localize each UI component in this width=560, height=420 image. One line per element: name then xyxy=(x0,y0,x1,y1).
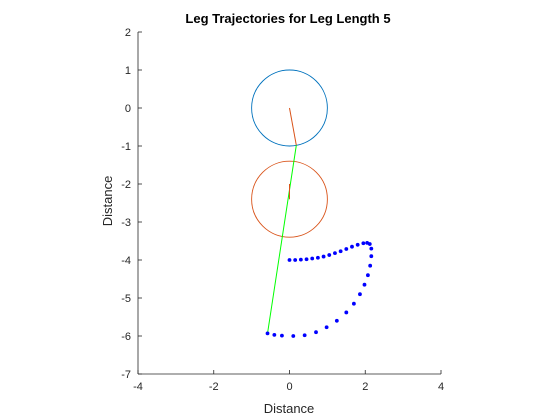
x-axis-label: Distance xyxy=(264,401,315,416)
y-tick-label: 0 xyxy=(125,103,131,115)
trajectory-point xyxy=(310,256,315,261)
plot-area xyxy=(251,69,374,338)
y-tick-label: -4 xyxy=(121,255,131,267)
link-crank xyxy=(289,107,297,146)
y-tick-label: -2 xyxy=(121,179,131,191)
trajectory-point xyxy=(361,241,366,246)
trajectory-point xyxy=(293,258,298,262)
y-tick-label: -7 xyxy=(121,369,131,381)
y-tick-label: 2 xyxy=(125,27,131,39)
trajectory-point xyxy=(351,301,356,306)
y-axis-label: Distance xyxy=(100,176,115,227)
trajectory-point xyxy=(304,257,309,262)
trajectory-point xyxy=(369,246,374,251)
y-tick-label: -1 xyxy=(121,141,131,153)
axes: -4 -2 0 2 4 2 1 0 -1 -2 -3 -4 -5 -6 -7 xyxy=(121,27,444,393)
trajectory-point xyxy=(362,282,367,287)
trajectory-point xyxy=(327,253,332,257)
y-tick-label: 1 xyxy=(125,65,131,77)
trajectory-point xyxy=(314,330,318,335)
trajectory-point xyxy=(367,242,372,246)
x-tick-label: -2 xyxy=(209,381,219,393)
trajectory-point xyxy=(287,258,292,262)
y-tick-label: -3 xyxy=(121,217,131,229)
circle-upper xyxy=(251,69,328,147)
trajectory-point xyxy=(280,333,284,338)
trajectory-point xyxy=(350,244,354,249)
x-tick-label: 2 xyxy=(362,381,368,393)
trajectory-point xyxy=(338,249,343,254)
trajectory-point xyxy=(366,273,370,278)
trajectory-point xyxy=(369,254,374,259)
trajectory-point xyxy=(265,331,270,336)
x-tick-label: -4 xyxy=(133,381,143,393)
circle-lower xyxy=(251,160,328,238)
trajectory-point xyxy=(291,334,296,338)
trajectory-point xyxy=(344,247,349,251)
trajectory-point xyxy=(302,333,307,338)
trajectory-point xyxy=(358,292,362,297)
y-tick-label: -5 xyxy=(121,293,131,305)
trajectory-point xyxy=(324,325,329,330)
trajectory-point xyxy=(344,310,349,315)
trajectory-point xyxy=(316,255,320,260)
y-tick-label: -6 xyxy=(121,331,131,343)
trajectory-point xyxy=(334,318,339,323)
link-leg xyxy=(267,145,297,334)
trajectory-point xyxy=(368,263,373,268)
trajectory-point xyxy=(333,251,337,256)
trajectory-point xyxy=(321,254,326,259)
x-tick-label: 0 xyxy=(286,381,292,393)
chart-title: Leg Trajectories for Leg Length 5 xyxy=(185,11,390,26)
trajectory-point xyxy=(298,257,303,262)
trajectory-point xyxy=(355,242,360,247)
trajectory-point xyxy=(272,332,277,337)
x-tick-label: 4 xyxy=(438,381,444,393)
